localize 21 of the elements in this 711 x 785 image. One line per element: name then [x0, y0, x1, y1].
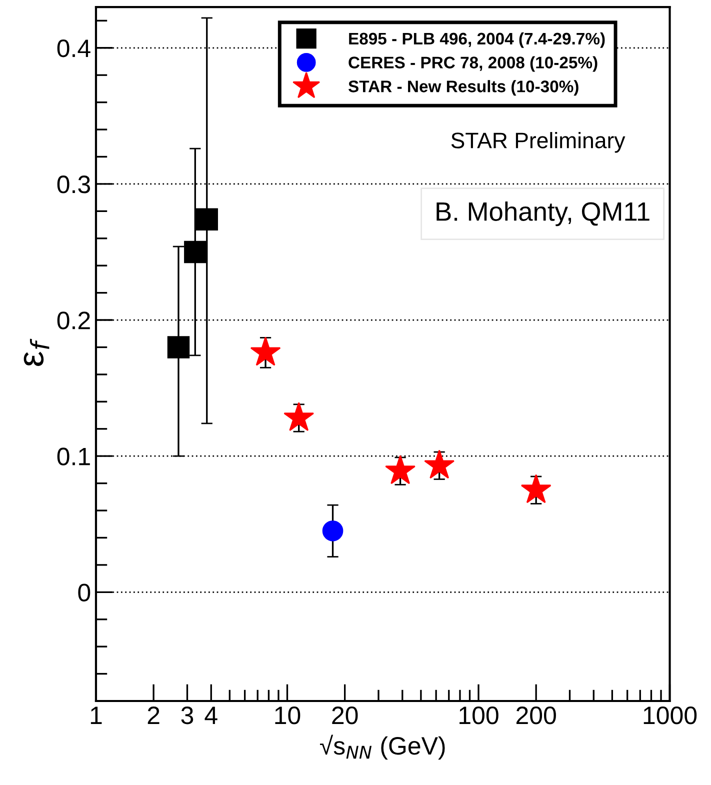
- y-tick-label: 0.3: [57, 176, 90, 194]
- x-tick-label: 1000: [644, 706, 697, 724]
- x-axis-title: √s$_{NN}$ (GeV): [320, 734, 445, 760]
- y-tick-label: 0: [78, 584, 90, 602]
- annotation: B. Mohanty, QM11: [436, 202, 650, 226]
- y-tick-label: 0.1: [57, 448, 90, 466]
- x-tick-label: 200: [516, 706, 556, 724]
- y-axis-title: ε$_{f}$: [24, 338, 50, 366]
- x-tick-label: 4: [204, 706, 218, 724]
- x-tick-label: 20: [332, 706, 358, 724]
- x-tick-label: 1: [90, 706, 102, 724]
- annotation: STAR Preliminary: [451, 132, 626, 153]
- y-tick-label: 0.2: [57, 312, 90, 330]
- legend-label: E895 - PLB 496, 2004 (7.4-29.7%): [349, 32, 605, 48]
- x-tick-label: 2: [148, 706, 160, 724]
- x-tick-label: 10: [275, 706, 300, 724]
- x-tick-label: 3: [181, 706, 194, 724]
- y-tick-label: 0.4: [57, 39, 90, 58]
- x-tick-label: 100: [460, 706, 498, 724]
- legend-label: CERES - PRC 78, 2008 (10-25%): [348, 56, 598, 72]
- legend-label: STAR - New Results (10-30%): [348, 80, 578, 96]
